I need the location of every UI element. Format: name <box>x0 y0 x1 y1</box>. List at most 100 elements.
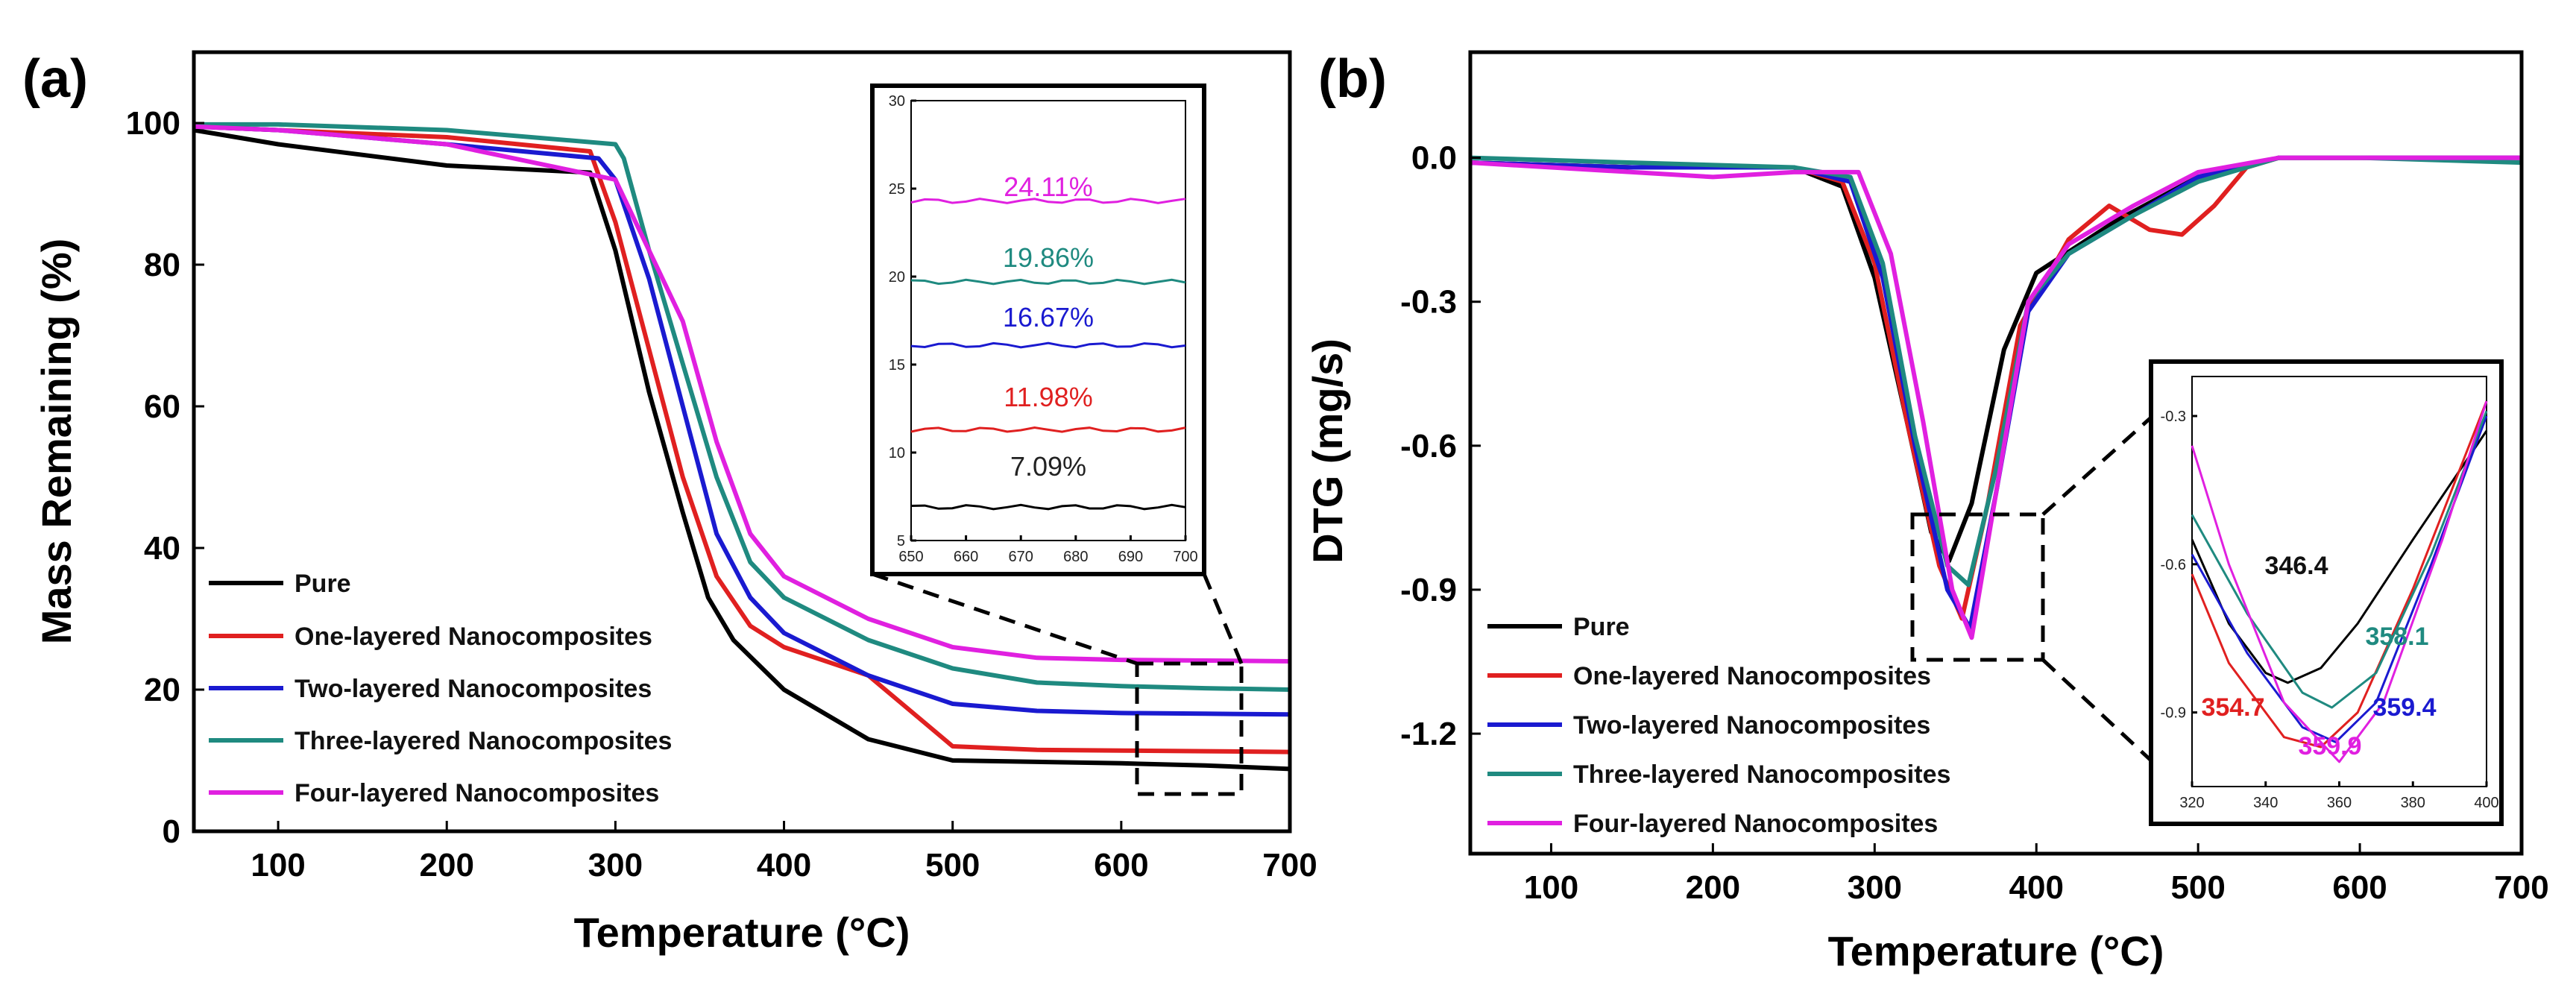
x-tick-label: 380 <box>2401 795 2425 811</box>
y-tick-label: 40 <box>144 530 180 567</box>
inset-series-line <box>910 341 1186 349</box>
legend-label: Two-layered Nanocomposites <box>1573 711 1930 740</box>
x-tick-label: 500 <box>925 847 980 883</box>
legend-label: Pure <box>295 570 351 598</box>
y-tick-label: 20 <box>889 269 905 286</box>
legend-item: One-layered Nanocomposites <box>1487 662 1931 690</box>
panel-a-zoom-box <box>1135 661 1244 796</box>
legend-item: Pure <box>1487 613 1630 641</box>
inset-label: 16.67% <box>1003 302 1094 333</box>
x-tick-label: 200 <box>1686 869 1740 906</box>
legend-item: Three-layered Nanocomposites <box>209 727 672 755</box>
panel-b-zoom-leader <box>2041 416 2153 516</box>
x-tick-label: 400 <box>2009 869 2064 906</box>
y-tick-label: 30 <box>889 93 905 110</box>
panel-a-inset: 650 660 670 680 690 700 5 10 15 20 25 30 24.11% 19.… <box>870 84 1206 576</box>
inset-label: 358.1 <box>2365 623 2428 651</box>
x-tick-label: 360 <box>2327 795 2352 811</box>
panel-b-series <box>1470 155 2522 640</box>
x-tick-label: 650 <box>898 549 923 565</box>
x-tick-label: 100 <box>251 847 305 883</box>
y-tick-label: -0.3 <box>1400 284 1457 321</box>
inset-series-line <box>2191 400 2488 749</box>
panel-a: (a) 100 200 300 400 500 600 700 0 20 40 60 80 100 Te… <box>22 49 1317 956</box>
legend-label: Four-layered Nanocomposites <box>1573 810 1938 838</box>
legend-label: Three-layered Nanocomposites <box>1573 760 1950 789</box>
inset-label: 24.11% <box>1004 171 1092 202</box>
inset-series-line <box>2191 415 2488 743</box>
x-tick-label: 700 <box>2494 869 2548 906</box>
x-tick-label: 680 <box>1063 549 1088 565</box>
y-tick-label: 0.0 <box>1411 140 1457 177</box>
legend-label: Pure <box>1573 613 1630 641</box>
inset-label: 346.4 <box>2264 552 2328 580</box>
x-tick-label: 660 <box>954 549 978 565</box>
y-tick-label: -1.2 <box>1400 716 1457 752</box>
x-tick-label: 700 <box>1262 847 1317 883</box>
legend-item: Three-layered Nanocomposites <box>1487 760 1950 789</box>
x-tick-label: 340 <box>2253 795 2278 811</box>
inset-series-line <box>2191 400 2488 763</box>
y-tick-label: 0 <box>163 813 180 850</box>
x-tick-label: 400 <box>2474 795 2498 811</box>
y-tick-label: -0.6 <box>2161 557 2186 573</box>
legend-item: Four-layered Nanocomposites <box>209 779 659 807</box>
series-line <box>1470 155 2522 640</box>
inset-series-line <box>2191 410 2488 709</box>
legend-label: Four-layered Nanocomposites <box>295 779 659 807</box>
y-tick-label: 100 <box>126 105 180 142</box>
panel-a-ylabel: Mass Remaining (%) <box>33 239 80 645</box>
inset-series-line <box>910 198 1186 204</box>
inset-label: 359.4 <box>2372 693 2436 722</box>
panel-a-ticks: 100 200 300 400 500 600 700 0 20 40 60 80 100 <box>126 105 1317 883</box>
inset-label: 19.86% <box>1003 242 1094 273</box>
legend-item: One-layered Nanocomposites <box>209 623 652 651</box>
legend-label: Three-layered Nanocomposites <box>295 727 672 755</box>
y-tick-label: 20 <box>144 672 180 708</box>
y-tick-label: 15 <box>889 357 905 374</box>
series-line <box>193 124 1291 664</box>
panel-b-inset: 320 340 360 380 400-0.3-0.6-0.9 346.4 358.1 … <box>2149 359 2504 826</box>
inset-label: 354.7 <box>2201 693 2264 722</box>
legend-label: One-layered Nanocomposites <box>1573 662 1931 690</box>
inset-label: 11.98% <box>1004 382 1092 412</box>
panel-a-xlabel: Temperature (°C) <box>574 909 910 956</box>
panel-a-zoom-leader <box>1202 573 1244 664</box>
panel-a-frame <box>192 50 1292 834</box>
inset-series-line <box>910 503 1186 511</box>
x-tick-label: 300 <box>588 847 643 883</box>
y-tick-label: -0.9 <box>1400 572 1457 608</box>
inset-series-line <box>910 278 1186 286</box>
series-line <box>193 124 1291 754</box>
panel-b-label: (b) <box>1318 49 1387 109</box>
legend-label: Two-layered Nanocomposites <box>295 675 652 703</box>
panel-b-zoom-leader <box>2041 658 2153 762</box>
y-tick-label: 60 <box>144 388 180 425</box>
y-tick-label: 25 <box>889 181 905 198</box>
panel-a-series <box>193 122 1291 772</box>
x-tick-label: 600 <box>1094 847 1148 883</box>
panel-a-zoom-leader <box>872 572 1138 666</box>
x-tick-label: 700 <box>1173 549 1197 565</box>
y-tick-label: 10 <box>889 445 905 461</box>
x-tick-label: 500 <box>2170 869 2225 906</box>
panel-a-label: (a) <box>22 49 88 109</box>
panel-b-zoom-box <box>1910 512 2045 662</box>
inset-series-line <box>910 426 1186 433</box>
legend-label: One-layered Nanocomposites <box>295 623 652 651</box>
y-tick-label: 80 <box>144 247 180 283</box>
panel-b-ylabel: DTG (mg/s) <box>1304 338 1351 564</box>
legend-item: Pure <box>209 570 351 598</box>
panel-b-ticks: 100 200 300 400 500 600 700 0.0 -0.3 -0.6 -0.9 -1.2 <box>1400 140 2549 906</box>
legend-item: Four-layered Nanocomposites <box>1487 810 1938 838</box>
x-tick-label: 670 <box>1009 549 1033 565</box>
y-tick-label: 5 <box>897 533 905 549</box>
panel-b-frame <box>1468 50 2524 856</box>
x-tick-label: 320 <box>2179 795 2204 811</box>
x-tick-label: 690 <box>1118 549 1143 565</box>
legend-item: Two-layered Nanocomposites <box>1487 711 1930 740</box>
legend-item: Two-layered Nanocomposites <box>209 675 652 703</box>
x-tick-label: 400 <box>757 847 811 883</box>
series-line <box>193 127 1291 772</box>
